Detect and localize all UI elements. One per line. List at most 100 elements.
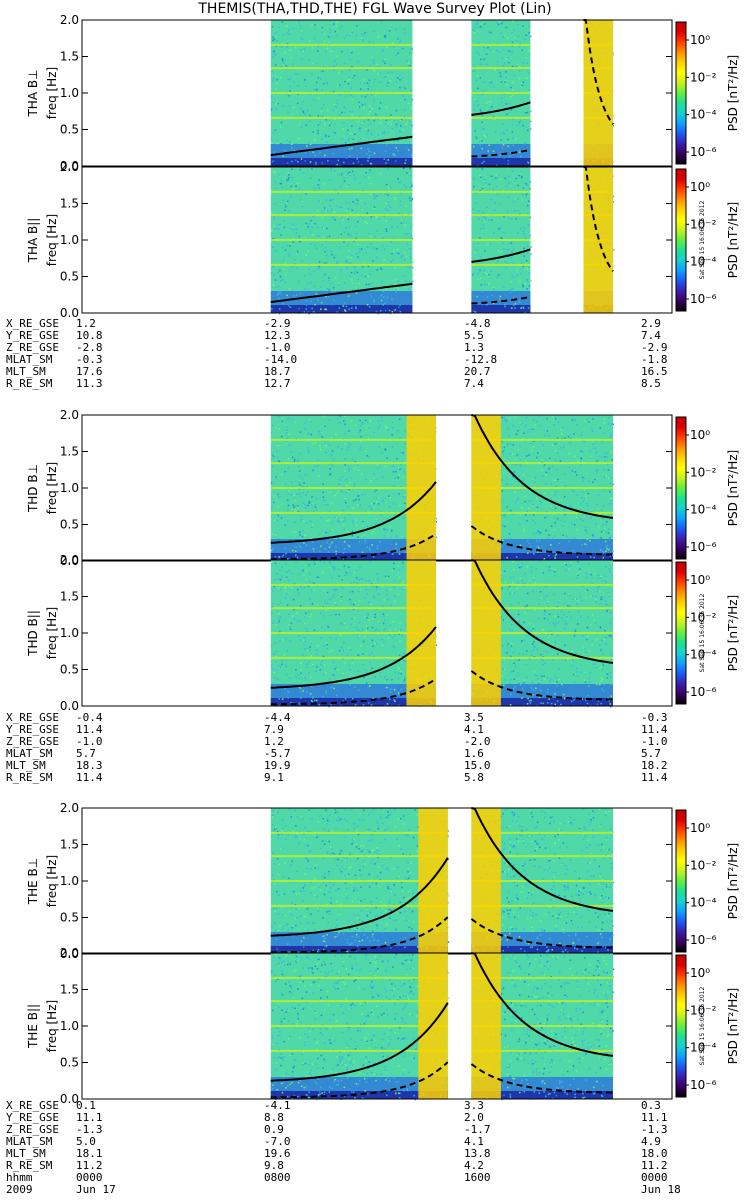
noise-speck — [509, 586, 511, 589]
noise-speck — [502, 123, 504, 125]
noise-speck — [281, 827, 284, 830]
noise-speck — [482, 90, 484, 92]
noise-speck — [286, 294, 288, 297]
spectrogram-block — [471, 20, 532, 167]
noise-speck — [398, 139, 400, 141]
noise-speck — [343, 161, 345, 164]
noise-speck — [357, 609, 359, 612]
noise-speck — [500, 81, 503, 83]
noise-speck — [564, 437, 566, 439]
noise-speck — [305, 193, 307, 195]
noise-speck — [369, 661, 371, 664]
noise-speck — [329, 468, 332, 470]
noise-speck — [390, 261, 393, 263]
noise-speck — [346, 941, 349, 944]
noise-speck — [323, 499, 326, 502]
noise-speck — [503, 668, 506, 671]
noise-speck — [276, 293, 279, 296]
noise-speck — [319, 814, 321, 817]
noise-speck — [330, 597, 333, 599]
noise-speck — [351, 609, 354, 611]
noise-speck — [320, 637, 322, 639]
noise-speck — [377, 73, 380, 75]
noise-speck — [502, 619, 505, 621]
noise-speck — [435, 644, 437, 647]
noise-speck — [409, 248, 412, 250]
noise-speck — [275, 624, 278, 626]
panel-ylabel: THA B⊥ — [26, 69, 40, 117]
noise-speck — [343, 420, 345, 422]
noise-speck — [314, 867, 316, 869]
noise-speck — [286, 25, 288, 27]
noise-speck — [301, 260, 303, 262]
noise-speck — [305, 522, 308, 524]
noise-speck — [275, 826, 277, 828]
noise-speck — [505, 71, 507, 73]
noise-speck — [324, 441, 326, 443]
noise-speck — [349, 591, 351, 593]
noise-speck — [335, 106, 338, 109]
noise-speck — [297, 252, 299, 255]
noise-speck — [511, 94, 514, 96]
noise-speck — [518, 149, 521, 152]
colorbar-label: PSD [nT²/Hz] — [726, 202, 740, 278]
noise-speck — [337, 888, 340, 890]
noise-speck — [384, 941, 387, 944]
noise-speck — [302, 111, 305, 114]
noise-speck — [318, 475, 320, 477]
noise-speck — [475, 136, 477, 138]
noise-speck — [554, 693, 556, 695]
noise-speck — [541, 675, 543, 677]
noise-speck — [366, 525, 369, 528]
noise-speck — [312, 697, 314, 699]
noise-speck — [339, 186, 342, 188]
noise-speck — [367, 427, 370, 429]
noise-speck — [531, 681, 533, 684]
noise-speck — [274, 129, 277, 131]
noise-speck — [481, 128, 484, 130]
noise-speck — [345, 157, 348, 159]
noise-speck — [297, 507, 299, 510]
noise-speck — [346, 210, 348, 212]
noise-speck — [565, 535, 568, 538]
noise-speck — [289, 177, 291, 180]
noise-speck — [541, 469, 543, 471]
noise-speck — [474, 146, 476, 149]
noise-speck — [404, 678, 406, 681]
noise-speck — [366, 222, 368, 225]
noise-speck — [383, 141, 385, 143]
noise-speck — [582, 440, 585, 442]
noise-speck — [323, 273, 326, 275]
noise-speck — [370, 583, 373, 585]
noise-speck — [383, 60, 385, 63]
noise-speck — [522, 652, 525, 655]
noise-speck — [308, 268, 310, 270]
noise-speck — [358, 282, 361, 285]
noise-speck — [492, 150, 495, 153]
noise-speck — [389, 624, 392, 627]
noise-speck — [287, 579, 290, 581]
noise-speck — [307, 311, 309, 313]
noise-speck — [608, 699, 611, 702]
noise-speck — [521, 175, 523, 178]
noise-speck — [347, 184, 350, 186]
noise-speck — [359, 645, 362, 647]
noise-speck — [313, 465, 316, 468]
noise-speck — [326, 823, 328, 825]
noise-speck — [328, 124, 331, 127]
noise-speck — [479, 237, 481, 239]
noise-speck — [312, 922, 314, 924]
noise-speck — [303, 586, 306, 588]
noise-speck — [387, 159, 389, 161]
noise-speck — [370, 292, 373, 295]
noise-speck — [511, 124, 514, 126]
noise-speck — [366, 82, 369, 84]
noise-speck — [521, 49, 524, 52]
noise-speck — [479, 189, 481, 192]
noise-speck — [553, 528, 556, 531]
noise-speck — [280, 665, 282, 668]
lowest-freq-band — [471, 158, 531, 166]
noise-speck — [526, 268, 529, 271]
noise-speck — [598, 644, 601, 646]
